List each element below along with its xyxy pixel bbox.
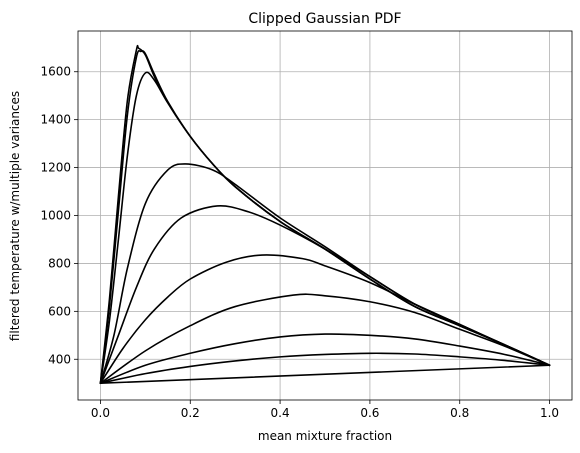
series-line-7 (99, 293, 551, 385)
x-axis-label: mean mixture fraction (258, 429, 392, 443)
y-tick-label: 1200 (40, 161, 71, 175)
x-tick-label: 0.0 (91, 406, 110, 420)
y-tick-label: 1400 (40, 113, 71, 127)
y-tick-label: 1600 (40, 65, 71, 79)
x-tick-label: 1.0 (540, 406, 559, 420)
y-tick-label: 400 (48, 352, 71, 366)
x-tick-label: 0.4 (271, 406, 290, 420)
x-tick-label: 0.8 (450, 406, 469, 420)
series-line-3 (99, 71, 551, 385)
x-tick-label: 0.2 (181, 406, 200, 420)
x-tick-label: 0.6 (360, 406, 379, 420)
y-tick-label: 800 (48, 256, 71, 270)
series-layer (99, 44, 551, 385)
y-tick-label: 600 (48, 304, 71, 318)
y-tick-label: 1000 (40, 209, 71, 223)
series-line-9 (99, 352, 551, 385)
series-line-8 (99, 333, 551, 385)
series-line-6 (99, 254, 551, 385)
x-axis: 0.0 0.2 0.4 0.6 0.8 1.0 (91, 400, 559, 420)
chart-title: Clipped Gaussian PDF (248, 11, 401, 27)
series-line-10 (99, 364, 551, 385)
y-axis: 400 600 800 1000 1200 1400 1600 (40, 65, 78, 366)
y-axis-label: filtered temperature w/multiple variance… (8, 91, 22, 341)
